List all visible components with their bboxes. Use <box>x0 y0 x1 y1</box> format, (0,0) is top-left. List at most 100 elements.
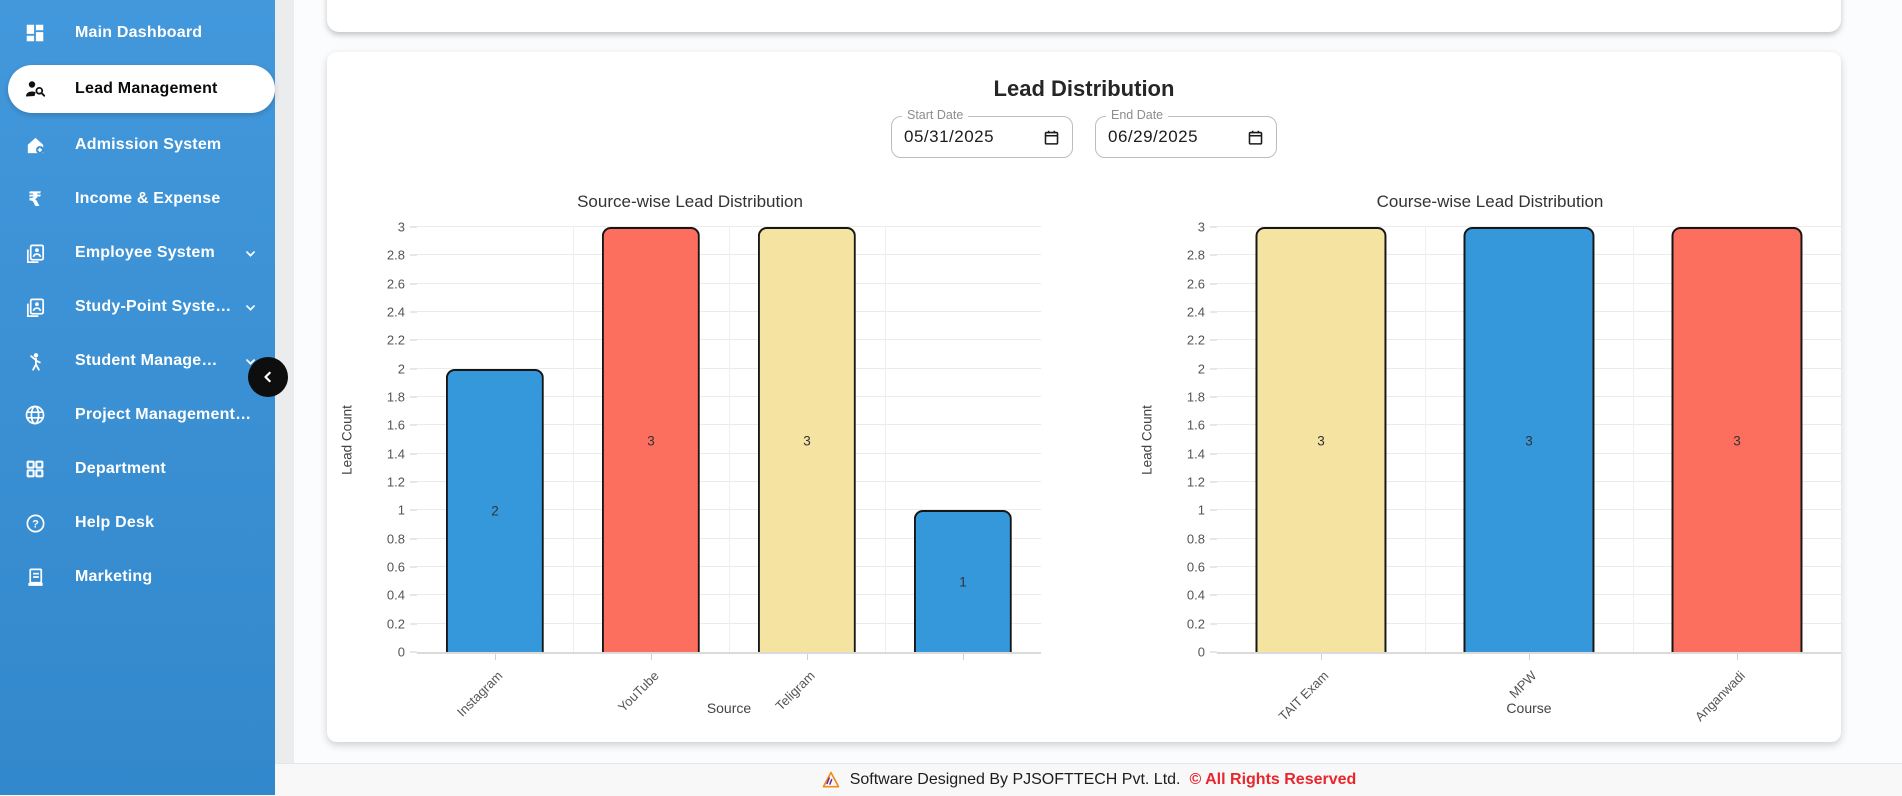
bar-YouTube[interactable]: 3 <box>602 227 700 652</box>
y-tick: 2.8 <box>1187 248 1217 263</box>
rupee-icon: ₹ <box>22 186 48 212</box>
house-plus-icon <box>22 132 48 158</box>
bar-unlabeled[interactable]: 1 <box>914 510 1012 652</box>
calendar-icon[interactable] <box>1043 129 1060 146</box>
y-tick: 0.4 <box>1187 588 1217 603</box>
end-date-value[interactable]: 06/29/2025 <box>1108 127 1247 147</box>
y-tick: 0.6 <box>387 560 417 575</box>
start-date-input[interactable]: Start Date 05/31/2025 <box>891 116 1073 158</box>
x-tick <box>651 654 652 660</box>
sidebar-item-main-dashboard[interactable]: Main Dashboard <box>0 11 275 55</box>
x-tick-label: MPW <box>1507 668 1540 701</box>
end-date-label: End Date <box>1106 108 1168 122</box>
bar-Instagram[interactable]: 2 <box>446 369 544 652</box>
gridline <box>1633 227 1634 652</box>
y-tick: 2.4 <box>1187 305 1217 320</box>
y-tick: 1.8 <box>387 390 417 405</box>
bar-MPW[interactable]: 3 <box>1463 227 1594 652</box>
help-icon: ? <box>22 510 48 536</box>
y-tick: 0.8 <box>387 531 417 546</box>
x-tick <box>1737 654 1738 660</box>
sidebar-item-lead-management[interactable]: Lead Management <box>8 65 275 113</box>
svg-text:?: ? <box>32 518 39 530</box>
bar-value-label: 1 <box>916 575 1010 590</box>
x-tick <box>963 654 964 660</box>
x-tick <box>807 654 808 660</box>
source-wise-chart: Source-wise Lead Distribution Lead Count… <box>339 192 1041 740</box>
end-date-input[interactable]: End Date 06/29/2025 <box>1095 116 1277 158</box>
x-axis: Course TAIT ExamMPWAnganwadi <box>1217 654 1841 740</box>
top-card-partial <box>327 0 1841 32</box>
sidebar-item-marketing[interactable]: Marketing <box>0 555 275 599</box>
x-tick <box>495 654 496 660</box>
sidebar-item-admission-system[interactable]: Admission System <box>0 123 275 167</box>
footer: Software Designed By PJSOFTTECH Pvt. Ltd… <box>275 763 1902 796</box>
y-tick: 1 <box>1198 503 1217 518</box>
plot-area: 233 1 <box>417 227 1041 654</box>
sidebar-item-study-point-system[interactable]: Study-Point Syste… <box>0 285 275 329</box>
x-tick <box>1321 654 1322 660</box>
grid-icon <box>22 456 48 482</box>
student-icon <box>22 348 48 374</box>
sidebar-item-label: Help Desk <box>75 514 154 532</box>
x-axis: Source InstagramYouTubeTeligram <box>417 654 1041 740</box>
bar-TAIT Exam[interactable]: 3 <box>1255 227 1386 652</box>
y-tick: 1 <box>398 503 417 518</box>
y-tick: 0 <box>398 645 417 660</box>
date-filter-row: Start Date 05/31/2025 End Date 06/29/202… <box>327 116 1841 158</box>
pjsofttech-logo <box>821 770 841 790</box>
y-tick: 1.4 <box>1187 446 1217 461</box>
id-badge-icon <box>22 294 48 320</box>
y-tick: 2 <box>398 361 417 376</box>
sidebar-item-help-desk[interactable]: ? Help Desk <box>0 501 275 545</box>
charts-row: Source-wise Lead Distribution Lead Count… <box>327 192 1841 740</box>
gridline <box>885 227 886 652</box>
sidebar-item-label: Marketing <box>75 568 152 586</box>
start-date-value[interactable]: 05/31/2025 <box>904 127 1043 147</box>
sidebar-item-label: Study-Point Syste… <box>75 298 232 316</box>
chart-title: Course-wise Lead Distribution <box>1139 192 1841 213</box>
sidebar-item-department[interactable]: Department <box>0 447 275 491</box>
sidebar-item-label: Lead Management <box>75 80 218 98</box>
bar-value-label: 3 <box>1257 433 1384 448</box>
sidebar-item-project-management[interactable]: Project Management… <box>0 393 275 437</box>
page-title: Lead Distribution <box>327 76 1841 104</box>
sidebar-collapse-button[interactable] <box>248 357 288 397</box>
y-tick: 2.2 <box>1187 333 1217 348</box>
y-tick: 3 <box>1198 220 1217 235</box>
globe-icon <box>22 402 48 428</box>
sidebar-item-student-management[interactable]: Student Manage… <box>0 339 275 383</box>
sidebar: Main Dashboard Lead Management <box>0 0 275 795</box>
sidebar-item-label: Project Management… <box>75 406 251 424</box>
sidebar-nav: Main Dashboard Lead Management <box>0 0 275 609</box>
y-tick: 1.4 <box>387 446 417 461</box>
y-axis: Lead Count 00.20.40.60.811.21.41.61.822.… <box>1139 227 1217 652</box>
bar-Teligram[interactable]: 3 <box>758 227 856 652</box>
y-tick: 1.6 <box>1187 418 1217 433</box>
plot-area: 333 <box>1217 227 1841 654</box>
gridline <box>729 227 730 652</box>
footer-rights: © All Rights Reserved <box>1189 771 1356 789</box>
sidebar-item-employee-system[interactable]: Employee System <box>0 231 275 275</box>
person-search-icon <box>22 76 48 102</box>
gridline <box>1425 227 1426 652</box>
receipt-icon <box>22 564 48 590</box>
y-tick: 0.2 <box>1187 616 1217 631</box>
y-tick: 2.2 <box>387 333 417 348</box>
lead-distribution-card: Lead Distribution Start Date 05/31/2025 … <box>327 52 1841 742</box>
sidebar-item-label: Student Manage… <box>75 352 218 370</box>
gridline <box>573 227 574 652</box>
y-axis: Lead Count 00.20.40.60.811.21.41.61.822.… <box>339 227 417 652</box>
y-tick: 2.8 <box>387 248 417 263</box>
y-tick: 0.8 <box>1187 531 1217 546</box>
x-axis-label: Course <box>1217 700 1841 716</box>
calendar-icon[interactable] <box>1247 129 1264 146</box>
footer-text: Software Designed By PJSOFTTECH Pvt. Ltd… <box>850 771 1181 789</box>
sidebar-item-label: Admission System <box>75 136 221 154</box>
sidebar-item-label: Employee System <box>75 244 215 262</box>
bar-Anganwadi[interactable]: 3 <box>1671 227 1802 652</box>
sidebar-item-income-expense[interactable]: ₹ Income & Expense <box>0 177 275 221</box>
id-badge-icon <box>22 240 48 266</box>
y-tick: 1.6 <box>387 418 417 433</box>
y-tick: 0.6 <box>1187 560 1217 575</box>
